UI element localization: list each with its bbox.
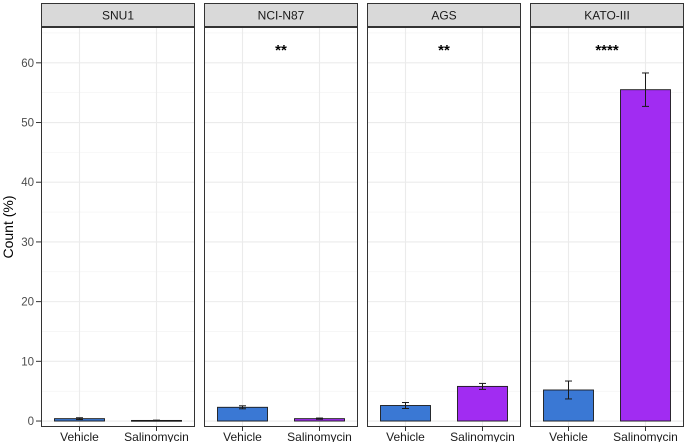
y-tick-label: 0 [28, 416, 34, 428]
facet-strip [41, 3, 195, 27]
panel-background [204, 27, 358, 427]
x-tick-label: Vehicle [386, 430, 425, 442]
x-tick-label: Vehicle [60, 430, 99, 442]
y-axis-label: Count (%) [0, 195, 16, 258]
panel-border [204, 27, 358, 427]
significance-marker: ** [275, 42, 287, 59]
x-tick-label: Salinomycin [613, 430, 678, 442]
facet-label: KATO-III [584, 9, 630, 23]
facet-strip [530, 3, 684, 27]
panel-border [41, 27, 195, 427]
facet-strip [204, 3, 358, 27]
facet-label: AGS [431, 9, 456, 23]
y-tick-label: 40 [21, 177, 34, 189]
y-tick-label: 50 [21, 118, 34, 130]
y-tick-label: 30 [21, 237, 34, 249]
x-tick-label: Vehicle [223, 430, 262, 442]
significance-marker: **** [595, 42, 619, 59]
panel-border [367, 27, 521, 427]
panel-border [530, 27, 684, 427]
bar-salinomycin [620, 89, 671, 422]
facet-label: SNU1 [102, 9, 134, 23]
y-tick-label: 10 [21, 356, 34, 368]
panel-background [367, 27, 521, 427]
facet-strip [367, 3, 521, 27]
y-tick-label: 60 [21, 58, 34, 70]
y-tick-label: 20 [21, 297, 34, 309]
x-tick-label: Salinomycin [287, 430, 352, 442]
x-tick-label: Salinomycin [450, 430, 515, 442]
bar-salinomycin [457, 385, 508, 422]
significance-marker: ** [438, 42, 450, 59]
bar-vehicle [217, 406, 268, 422]
facet-label: NCI-N87 [258, 9, 305, 23]
panel-background [41, 27, 195, 427]
x-tick-label: Vehicle [549, 430, 588, 442]
x-tick-label: Salinomycin [124, 430, 189, 442]
